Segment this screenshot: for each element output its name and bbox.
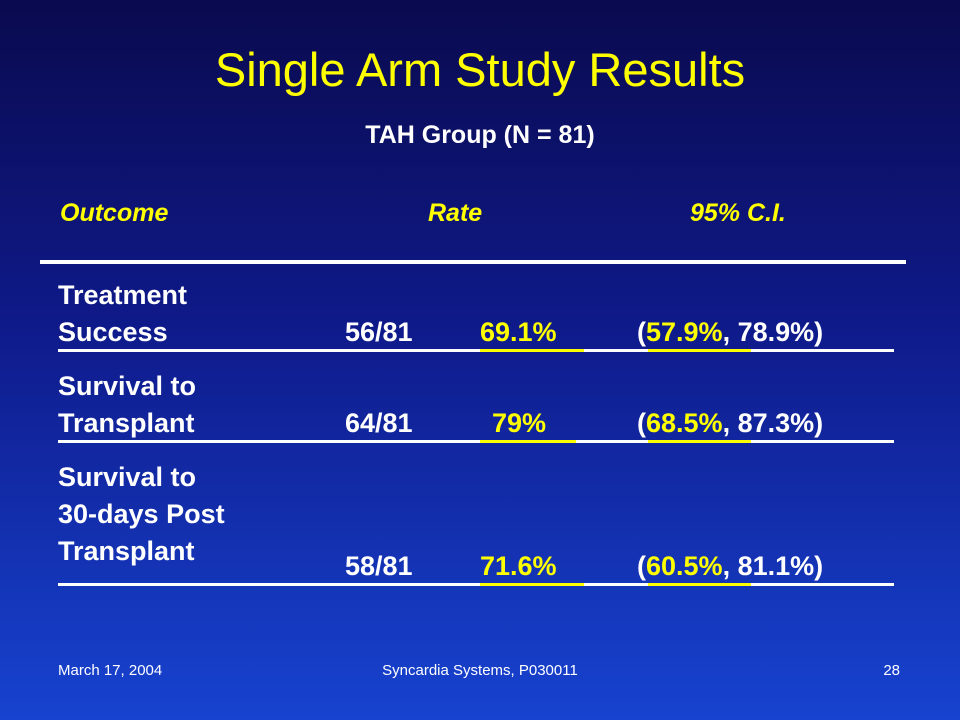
- row-count: 64/81: [345, 408, 413, 438]
- row-label: Survival to Transplant: [58, 368, 196, 442]
- header-outcome: Outcome: [60, 199, 169, 227]
- row-count: 58/81: [345, 551, 413, 581]
- rate-underline: [480, 583, 584, 586]
- row-underline: [58, 349, 894, 352]
- ci-low: 57.9%: [646, 317, 723, 347]
- footer-center: Syncardia Systems, P030011: [382, 662, 578, 679]
- rate-underline: [480, 440, 576, 443]
- row-label-line: Survival to: [58, 462, 197, 492]
- ci-low: 60.5%: [646, 551, 723, 581]
- ci-open: (: [637, 317, 646, 347]
- row-underline: [58, 440, 894, 443]
- row-ci: (68.5%, 87.3%): [637, 405, 823, 442]
- ci-underline: [648, 583, 751, 586]
- row-label: Survival to 30-days Post Transplant: [58, 459, 225, 570]
- ci-underline: [648, 440, 751, 443]
- row-rate: 79%: [492, 408, 547, 438]
- row-ci: (57.9%, 78.9%): [637, 314, 823, 351]
- header-divider: [40, 260, 906, 264]
- row-label-line: 30-days Post: [58, 499, 225, 529]
- row-ci: (60.5%, 81.1%): [637, 548, 823, 585]
- row-underline: [58, 583, 894, 586]
- ci-rest: , 81.1%): [722, 551, 824, 581]
- header-rate: Rate: [428, 199, 483, 227]
- ci-open: (: [637, 408, 646, 438]
- row-label: Treatment Success: [58, 277, 187, 351]
- row-label-line: Survival to: [58, 371, 197, 401]
- row-label-line: Treatment: [58, 280, 188, 310]
- ci-rest: , 78.9%): [722, 317, 824, 347]
- slide-title: Single Arm Study Results: [214, 43, 746, 96]
- ci-underline: [648, 349, 751, 352]
- ci-low: 68.5%: [646, 408, 723, 438]
- ci-rest: , 87.3%): [722, 408, 824, 438]
- footer-date: March 17, 2004: [58, 662, 163, 679]
- row-label-line: Transplant: [58, 408, 195, 438]
- row-count: 56/81: [345, 317, 413, 347]
- row-rate: 71.6%: [480, 551, 557, 581]
- footer-page-number: 28: [883, 662, 900, 679]
- row-label-line: Transplant: [58, 536, 195, 566]
- ci-open: (: [637, 551, 646, 581]
- row-label-line: Success: [58, 317, 168, 347]
- slide-subtitle: TAH Group (N = 81): [365, 121, 595, 149]
- rate-underline: [480, 349, 584, 352]
- header-ci: 95% C.I.: [690, 199, 786, 227]
- row-rate: 69.1%: [480, 317, 557, 347]
